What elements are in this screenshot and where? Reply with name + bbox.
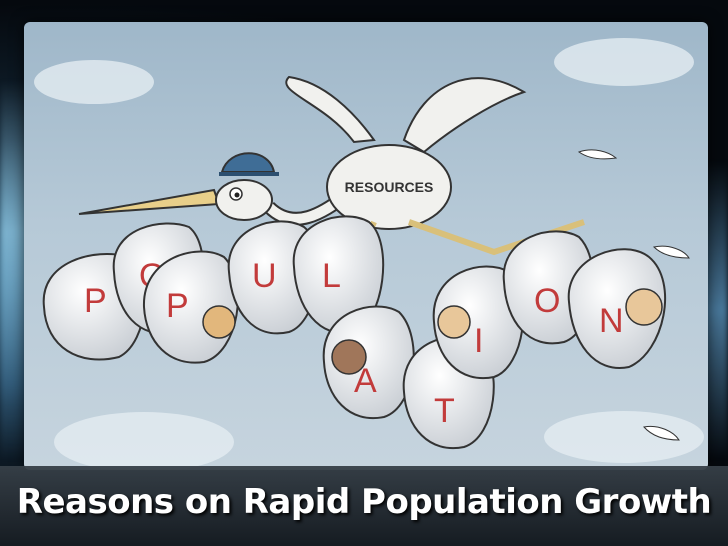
bag-6: A (322, 305, 415, 420)
cartoon-illustration: RESOURCES P O P (34, 38, 704, 470)
slide-title: Reasons on Rapid Population Growth (16, 482, 712, 522)
stork-wings (285, 75, 527, 154)
bag-8: I (432, 265, 525, 380)
cap-icon (220, 152, 276, 173)
bag-letter-9: O (534, 282, 560, 320)
bag-3: P (142, 250, 239, 364)
baby-bags: P O P U L (42, 215, 667, 450)
bag-letter-5: L (322, 257, 341, 295)
stork-body (326, 144, 452, 230)
bag-letter-7: T (434, 392, 455, 430)
clouds (34, 38, 704, 470)
bag-letter-6: A (354, 362, 377, 400)
resources-label: RESOURCES (345, 179, 434, 195)
bag-letter-10: N (599, 302, 624, 340)
stork-cartoon-image: RESOURCES P O P (24, 22, 708, 470)
bag-letter-3: P (166, 287, 189, 325)
bag-10: N (567, 248, 667, 369)
caption-bar (0, 466, 728, 546)
bag-5: L (292, 215, 385, 335)
bag-letter-1: P (84, 282, 107, 320)
bag-letter-4: U (252, 257, 277, 295)
falling-feathers (577, 149, 690, 441)
bag-letter-8: I (474, 322, 483, 360)
stork-beak (78, 188, 221, 215)
stork-head (215, 179, 273, 221)
